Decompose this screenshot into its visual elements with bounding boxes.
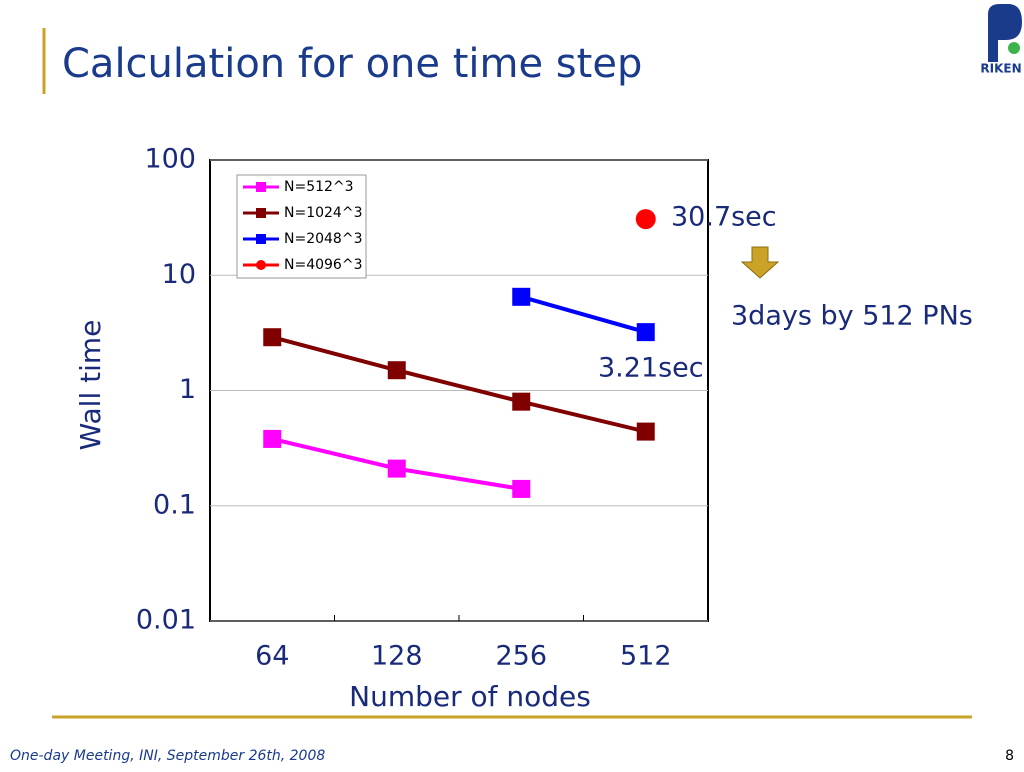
legend-label: N=1024^3 (284, 205, 362, 221)
y-tick-label: 0.01 (136, 605, 196, 636)
legend-marker (256, 260, 266, 270)
annotation: 30.7sec (671, 202, 777, 233)
marker (387, 459, 406, 478)
legend-label: N=512^3 (284, 179, 354, 195)
y-tick-label: 10 (162, 259, 196, 290)
marker (263, 429, 282, 448)
legend-label: N=2048^3 (284, 231, 362, 247)
legend-marker (256, 208, 266, 218)
x-tick-label: 256 (495, 641, 547, 672)
x-axis-label: Number of nodes (349, 680, 591, 713)
x-tick-label: 128 (371, 641, 423, 672)
marker (512, 287, 531, 306)
marker (636, 323, 655, 342)
series-line (271, 335, 647, 434)
marker (512, 392, 531, 411)
y-tick-label: 0.1 (153, 489, 196, 520)
annotation: 3.21sec (598, 353, 704, 384)
marker (636, 422, 655, 441)
legend-label: N=4096^3 (284, 257, 362, 273)
y-tick-label: 100 (144, 144, 196, 175)
logo: RIKEN (980, 4, 1022, 76)
x-tick-label: 64 (255, 641, 289, 672)
footer: One-day Meeting, INI, September 26th, 20… (10, 748, 325, 764)
marker (387, 361, 406, 380)
logo-text: RIKEN (980, 62, 1021, 76)
marker (512, 479, 531, 498)
arrow (740, 246, 780, 279)
legend: N=512^3 N=1024^3 N=2048^3 N=4096^3 (236, 174, 367, 279)
legend-marker (256, 234, 266, 244)
page-number: 8 (1005, 748, 1014, 764)
series-line (520, 294, 647, 335)
marker (635, 209, 656, 230)
x-tick-label: 512 (620, 641, 672, 672)
y-tick-label: 1 (179, 374, 196, 405)
slide-title: Calculation for one time step (62, 41, 642, 87)
annotation: 3days by 512 PNs (731, 301, 973, 332)
legend-marker (256, 182, 266, 192)
y-axis-label: Wall time (74, 320, 107, 451)
marker (263, 328, 282, 347)
